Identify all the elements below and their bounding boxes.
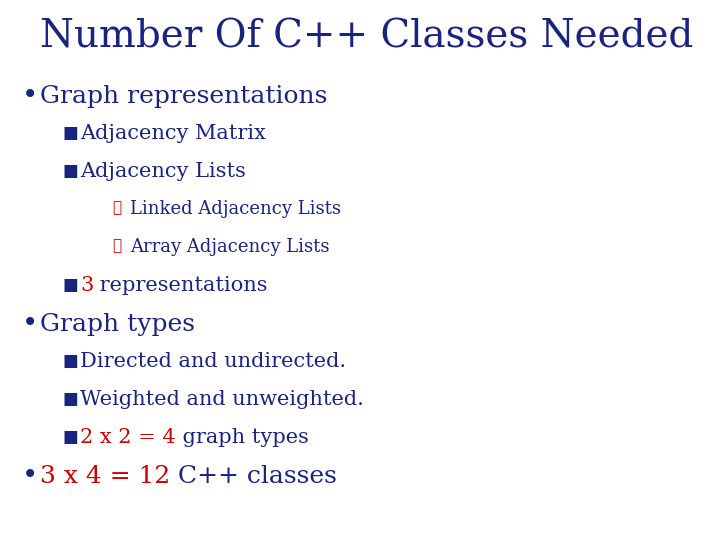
- Text: ■: ■: [62, 163, 78, 180]
- Text: 2 x 2 = 4: 2 x 2 = 4: [80, 428, 176, 447]
- Text: •: •: [22, 311, 38, 338]
- Text: Directed and undirected.: Directed and undirected.: [80, 352, 346, 371]
- Text: ➤: ➤: [112, 240, 121, 254]
- Text: Linked Adjacency Lists: Linked Adjacency Lists: [130, 200, 341, 218]
- Text: C++ classes: C++ classes: [170, 465, 337, 488]
- Text: 3 x 4 = 12: 3 x 4 = 12: [40, 465, 170, 488]
- Text: ➤: ➤: [112, 201, 121, 215]
- Text: ■: ■: [62, 391, 78, 408]
- Text: Adjacency Lists: Adjacency Lists: [80, 162, 246, 181]
- Text: 3: 3: [80, 276, 94, 295]
- Text: Adjacency Matrix: Adjacency Matrix: [80, 124, 266, 143]
- Text: •: •: [22, 463, 38, 490]
- Text: Weighted and unweighted.: Weighted and unweighted.: [80, 390, 364, 409]
- Text: graph types: graph types: [176, 428, 308, 447]
- Text: •: •: [22, 83, 38, 110]
- Text: Number Of C++ Classes Needed: Number Of C++ Classes Needed: [40, 18, 693, 55]
- Text: Array Adjacency Lists: Array Adjacency Lists: [130, 238, 330, 255]
- Text: representations: representations: [94, 276, 268, 295]
- Text: ■: ■: [62, 125, 78, 141]
- Text: ■: ■: [62, 429, 78, 446]
- Text: ■: ■: [62, 353, 78, 370]
- Text: Graph types: Graph types: [40, 313, 195, 336]
- Text: ■: ■: [62, 276, 78, 294]
- Text: Graph representations: Graph representations: [40, 85, 328, 108]
